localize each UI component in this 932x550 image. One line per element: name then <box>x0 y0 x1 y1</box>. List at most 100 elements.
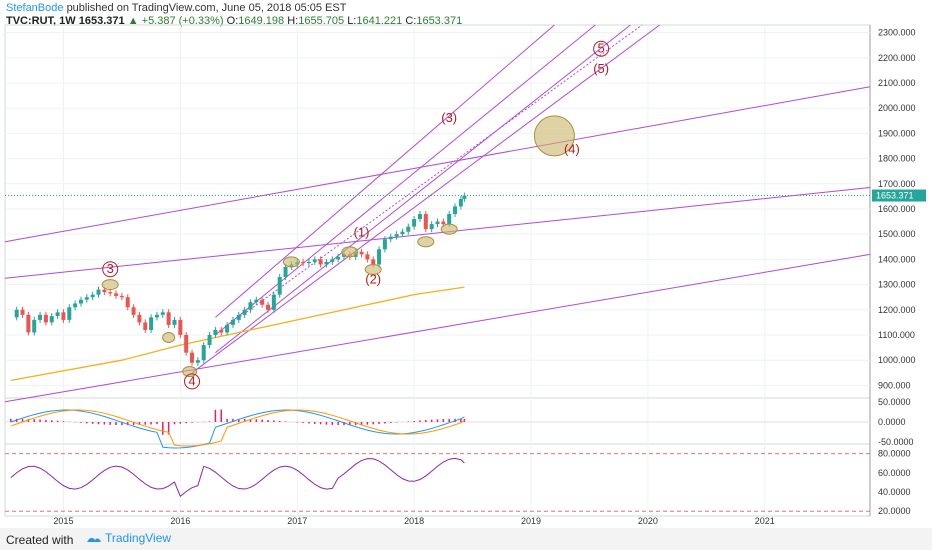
candle-body <box>90 294 95 298</box>
tradingview-link[interactable]: TradingView <box>86 531 171 545</box>
ma200-path <box>10 286 465 381</box>
candle-body <box>143 322 148 330</box>
y-tick-label: 1100.000 <box>878 330 915 340</box>
wave-label: (2) <box>365 271 381 286</box>
wave-ellipses <box>101 115 575 378</box>
y-tick-label: 1600.000 <box>878 204 916 214</box>
candle-body <box>318 259 323 265</box>
candle-body <box>388 236 393 240</box>
publish-info: published on TradingView.com, June 05, 2… <box>66 2 347 14</box>
candle-body <box>458 198 463 207</box>
pivot-ellipse <box>417 236 435 248</box>
grid <box>4 24 871 517</box>
channel-line <box>4 86 871 243</box>
candle-body <box>190 352 195 363</box>
candle-body <box>61 312 66 320</box>
pivot-ellipse <box>101 279 119 291</box>
pivot-ellipse <box>282 256 300 268</box>
signal-line <box>10 409 465 447</box>
y-tick-label: 2200.000 <box>878 53 916 63</box>
candle-body <box>336 256 341 260</box>
ohlc-open: O:1649.198 <box>226 15 285 27</box>
candle-body <box>184 334 189 353</box>
candle-body <box>38 314 43 320</box>
rsi-tick-label: 20.0000 <box>878 506 911 516</box>
y-tick-label: 1700.000 <box>878 179 916 189</box>
rsi-tick-label: 40.0000 <box>878 487 911 497</box>
publish-line: StefanBode published on TradingView.com,… <box>6 2 462 15</box>
candle-body <box>154 314 159 318</box>
macd-line <box>10 409 465 449</box>
ohlc-high: H:1655.705 <box>287 15 345 27</box>
price-pane-frame <box>4 24 871 399</box>
tradingview-logo-icon <box>87 537 101 542</box>
symbol-label[interactable]: TVC:RUT, 1W <box>6 15 76 27</box>
candle-body <box>330 259 335 262</box>
channel-line <box>4 253 871 403</box>
candle-body <box>131 307 136 315</box>
candle-body <box>394 234 399 237</box>
y-tick-label: 1200.000 <box>878 305 916 315</box>
candle-body <box>201 345 206 361</box>
candle-body <box>283 266 288 278</box>
candle-body <box>453 206 458 215</box>
candle-body <box>225 324 230 333</box>
last-price-tag-label: 1653.371 <box>876 191 914 201</box>
channel-lines <box>4 24 871 403</box>
candle-body <box>324 261 329 265</box>
candle-body <box>377 249 382 265</box>
candle-body <box>195 360 200 363</box>
author-link[interactable]: StefanBode <box>6 2 64 14</box>
candle-body <box>96 289 101 295</box>
x-tick-label: 2016 <box>170 516 190 526</box>
candle-body <box>67 307 72 320</box>
candle-body <box>271 294 276 310</box>
ma200-line <box>10 286 465 381</box>
rsi-pane <box>5 453 870 512</box>
candle-body <box>359 251 364 255</box>
candle-body <box>108 292 113 294</box>
candle-body <box>266 304 271 310</box>
pivot-ellipse <box>364 263 382 275</box>
candle-body <box>178 319 183 335</box>
wave-label: (3) <box>441 110 457 125</box>
footer-bar: Created with TradingView <box>0 528 932 550</box>
wave-circle <box>102 261 119 278</box>
candle-body <box>14 309 19 318</box>
candle-body <box>102 289 107 293</box>
wave-label: (1) <box>354 225 370 240</box>
candle-body <box>417 214 422 220</box>
pivot-ellipse <box>162 332 176 344</box>
channel-line <box>226 24 643 327</box>
candle-body <box>213 329 218 335</box>
channel-line <box>215 24 631 354</box>
wave-labels: 3 4 (1) (2) (3) (4) 5 (5) <box>102 40 610 390</box>
y-tick-label: 900.000 <box>878 380 911 390</box>
candle-body <box>43 314 48 323</box>
candle-body <box>412 219 417 227</box>
x-tick-label: 2015 <box>53 516 73 526</box>
wave-label: (5) <box>593 61 609 76</box>
channel-line <box>215 24 596 336</box>
chart-canvas[interactable]: 3 4 (1) (2) (3) (4) 5 (5) 900.000 1000.000 1100.0… <box>0 0 932 528</box>
time-axis: 2015 2016 2017 2018 2019 2020 2021 <box>53 516 774 526</box>
x-tick-label: 2018 <box>404 516 424 526</box>
x-tick-label: 2019 <box>521 516 541 526</box>
macd-tick-label: 0.0000 <box>878 417 906 427</box>
candle-body <box>26 314 31 333</box>
candle-body <box>382 239 387 250</box>
wave-circle <box>593 40 610 57</box>
channel-line <box>191 24 660 374</box>
ohlc-low: L:1641.221 <box>347 15 403 27</box>
candle-body <box>406 226 411 232</box>
last-price-tag <box>872 189 926 202</box>
candle-body <box>462 195 467 199</box>
channel-line <box>215 24 555 318</box>
candle-body <box>371 259 376 265</box>
candle-body <box>172 319 177 325</box>
candle-body <box>119 295 124 298</box>
y-tick-label: 1500.000 <box>878 229 916 239</box>
candle-body <box>166 312 171 325</box>
candle-body <box>260 299 265 305</box>
created-with-label: Created with <box>6 533 74 547</box>
